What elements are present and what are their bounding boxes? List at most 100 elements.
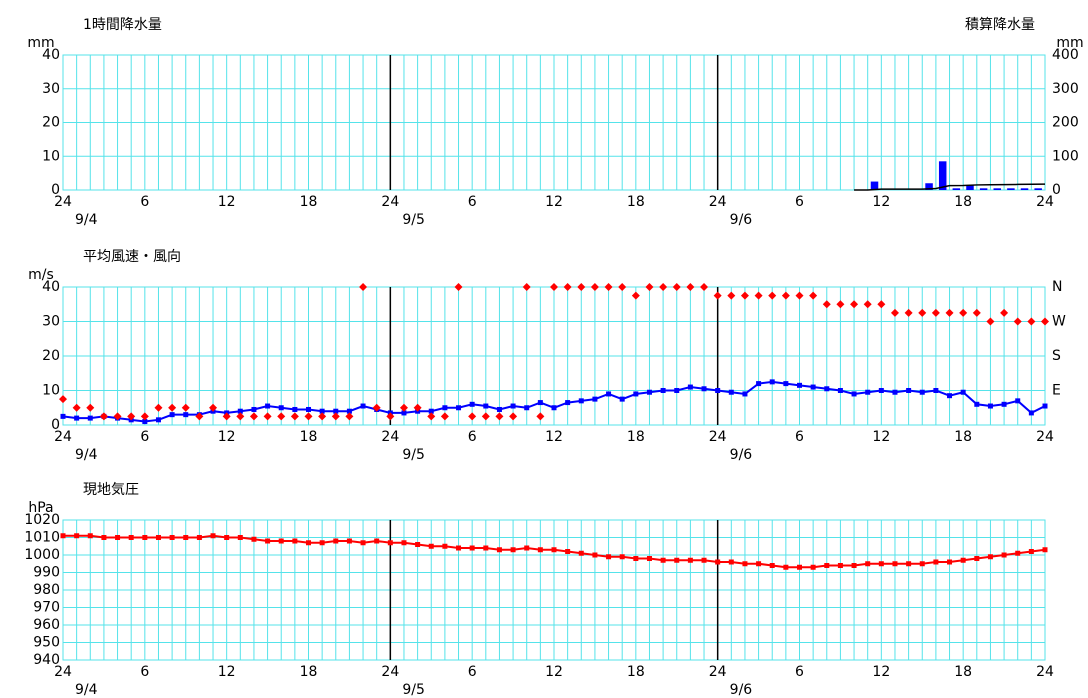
point [919, 561, 925, 567]
point [333, 538, 339, 544]
point [345, 412, 354, 421]
y-tick-label: 0 [51, 182, 60, 198]
point [510, 403, 516, 409]
x-tick-label: 12 [872, 664, 890, 680]
point [606, 391, 612, 397]
point [824, 386, 830, 392]
y2-tick-label: 400 [1052, 47, 1079, 63]
point [892, 389, 898, 395]
y-tick-label: 0 [51, 417, 60, 433]
point [945, 308, 954, 317]
point [413, 403, 422, 412]
point [278, 405, 284, 411]
y2-tick-label: S [1052, 348, 1061, 364]
point [169, 412, 175, 418]
point [522, 283, 531, 291]
point [387, 540, 393, 546]
y2-title: 積算降水量 [965, 17, 1035, 33]
date-label: 9/4 [75, 212, 98, 228]
point [959, 308, 968, 317]
point [890, 308, 899, 317]
x-tick-label: 18 [954, 194, 972, 210]
date-label: 9/5 [402, 212, 425, 228]
x-tick-label: 6 [140, 664, 149, 680]
x-tick-label: 12 [218, 429, 236, 445]
point [606, 554, 612, 560]
x-tick-label: 24 [54, 194, 72, 210]
point [481, 412, 490, 421]
point [947, 559, 953, 565]
point [551, 547, 557, 553]
point [454, 283, 463, 291]
point [633, 391, 639, 397]
point [251, 536, 257, 542]
point [837, 388, 843, 393]
point [469, 401, 475, 407]
y-tick-label: 1010 [24, 530, 60, 546]
y-tick-label: 970 [33, 600, 60, 616]
point [306, 406, 311, 412]
point [701, 557, 707, 563]
point [715, 388, 721, 393]
point [565, 549, 571, 554]
point [797, 564, 802, 570]
point [590, 283, 599, 291]
point [1015, 550, 1021, 556]
point [169, 535, 175, 540]
x-tick-label: 6 [468, 194, 477, 210]
x-tick-label: 6 [468, 429, 477, 445]
point [537, 547, 543, 553]
x-tick-label: 24 [54, 429, 72, 445]
y-tick-label: 940 [33, 652, 60, 668]
point [565, 400, 571, 406]
y-tick-label: 30 [42, 314, 60, 330]
y-tick-label: 10 [42, 383, 60, 399]
point [265, 538, 271, 544]
point [277, 412, 286, 421]
x-tick-label: 24 [1036, 194, 1054, 210]
bar [1034, 188, 1042, 190]
point [742, 391, 748, 397]
point [360, 403, 366, 409]
point [195, 412, 204, 421]
point [836, 300, 845, 309]
point [224, 535, 230, 540]
point [769, 379, 775, 385]
point [468, 412, 477, 421]
point [427, 412, 436, 421]
point [781, 291, 790, 300]
point [865, 561, 871, 567]
point [686, 283, 695, 291]
bar [993, 188, 1002, 190]
point [754, 291, 763, 300]
point [713, 291, 722, 300]
point [578, 550, 584, 556]
point [1028, 549, 1034, 554]
x-tick-label: 18 [300, 429, 318, 445]
point [1042, 547, 1048, 553]
point [906, 561, 912, 567]
point [947, 393, 953, 399]
bar [952, 188, 961, 190]
point [960, 389, 966, 395]
point [115, 535, 121, 540]
bar [938, 161, 947, 190]
point [918, 308, 927, 317]
x-tick-label: 12 [218, 664, 236, 680]
point [742, 561, 748, 567]
point [537, 400, 543, 406]
point [440, 412, 449, 421]
y2-tick-label: N [1052, 279, 1062, 295]
point [797, 382, 802, 388]
x-tick-label: 18 [954, 429, 972, 445]
y-unit: mm [27, 35, 54, 51]
point [987, 403, 993, 409]
point [72, 403, 81, 412]
point [483, 545, 489, 551]
x-tick-label: 24 [709, 664, 727, 680]
point [1013, 317, 1022, 326]
point [715, 559, 721, 565]
x-tick-label: 12 [872, 429, 890, 445]
point [837, 563, 843, 568]
